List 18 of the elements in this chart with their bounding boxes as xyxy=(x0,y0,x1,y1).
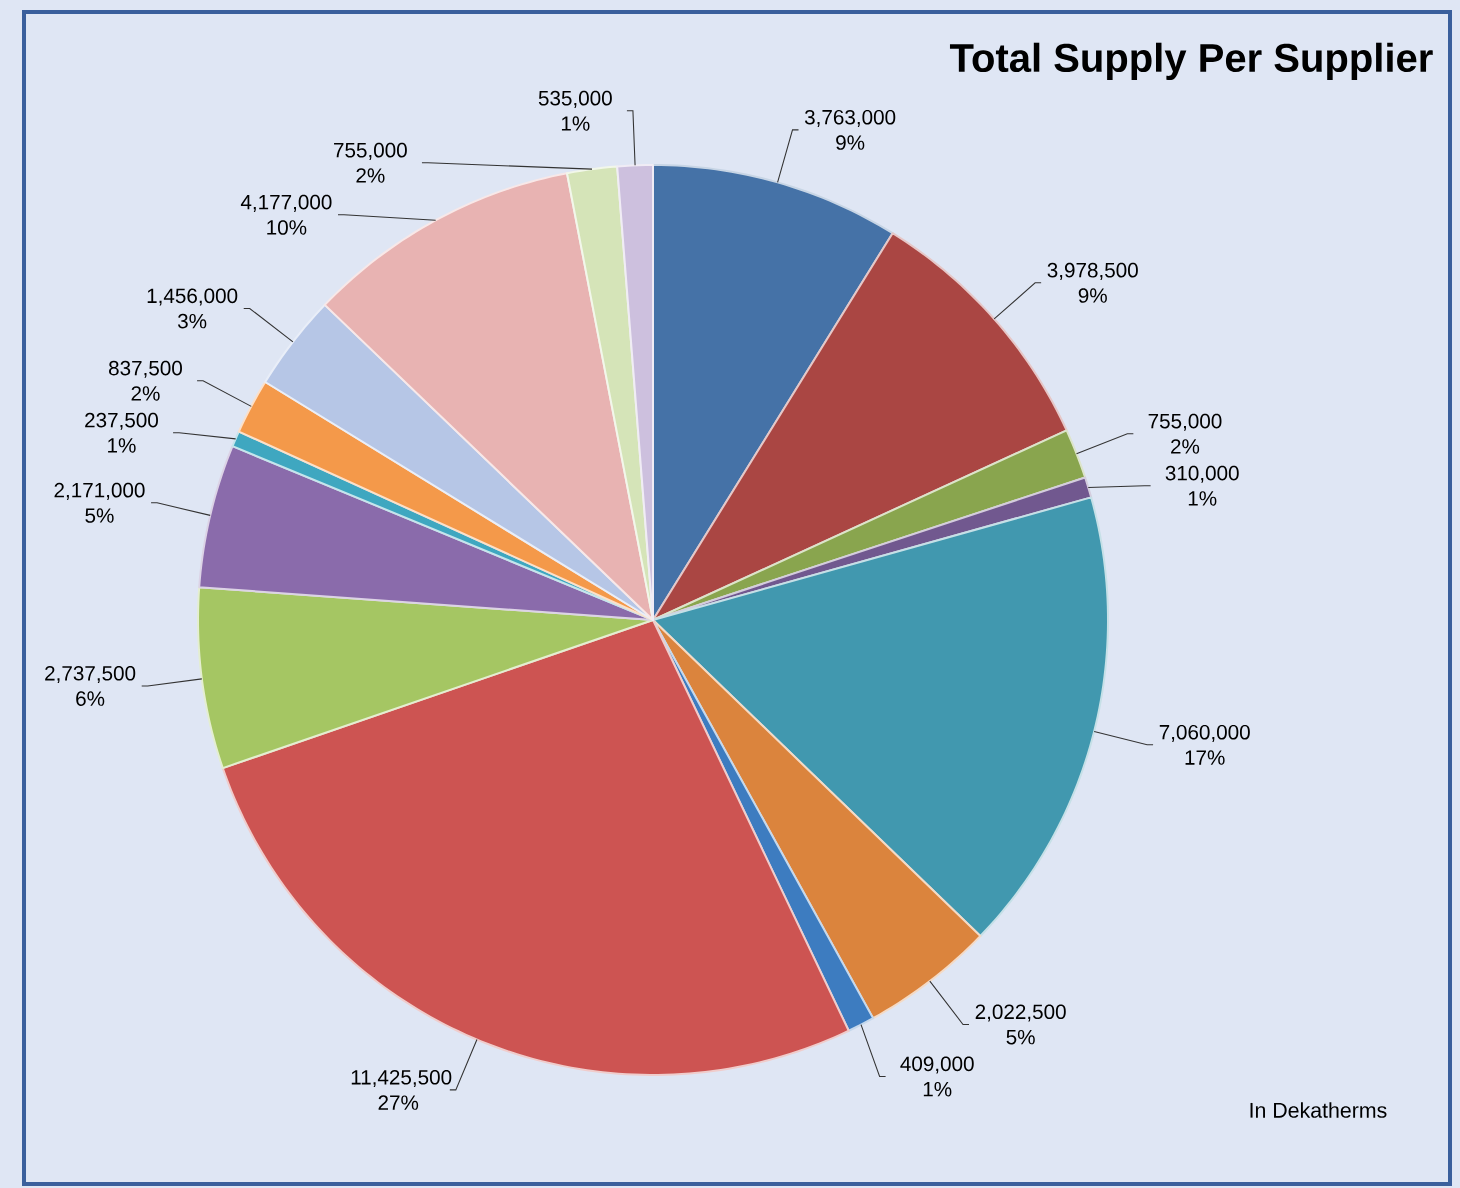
data-label: 2,737,500 6% xyxy=(45,665,136,706)
data-label: 7,060,000 17% xyxy=(1159,724,1250,765)
data-label: 535,000 1% xyxy=(538,90,612,131)
data-label: 837,500 2% xyxy=(109,360,182,401)
data-label: 2,171,000 5% xyxy=(54,482,145,523)
data-label: 2,022,500 5% xyxy=(975,1004,1066,1045)
data-label: 237,500 1% xyxy=(85,412,158,453)
data-label: 409,000 1% xyxy=(900,1056,974,1097)
data-label: 755,000 2% xyxy=(334,142,407,183)
data-label: 3,978,500 9% xyxy=(1047,262,1138,303)
data-label: 4,177,000 10% xyxy=(240,194,332,235)
data-label: 755,000 2% xyxy=(1148,413,1222,454)
chart-title: Total Supply Per Supplier xyxy=(949,42,1433,80)
data-label: 3,763,000 9% xyxy=(804,109,896,150)
data-label: 1,456,000 3% xyxy=(147,288,238,329)
text: In Dekatherms xyxy=(1250,1102,1387,1118)
data-label: 310,000 1% xyxy=(1165,465,1239,506)
data-label: 11,425,500 27% xyxy=(351,1069,452,1110)
